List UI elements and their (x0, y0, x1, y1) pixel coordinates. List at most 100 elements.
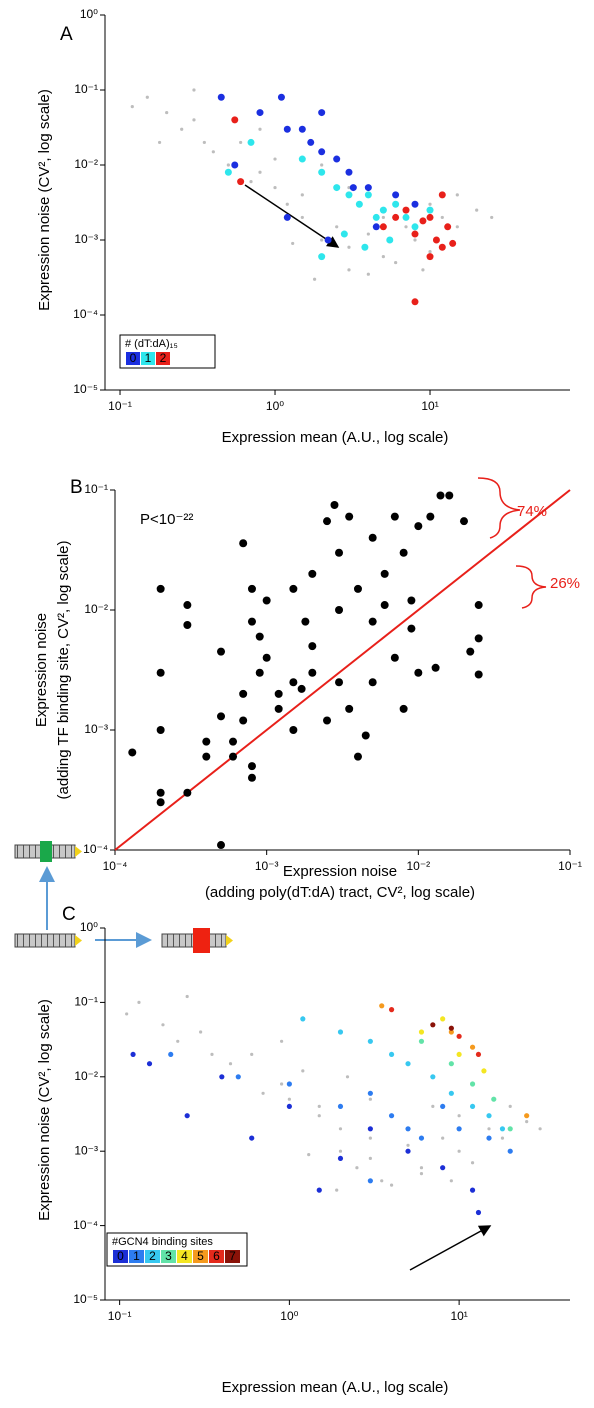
point (411, 230, 419, 238)
point (247, 762, 256, 771)
point (457, 1114, 461, 1118)
point (441, 1136, 445, 1140)
point (185, 994, 189, 999)
point (469, 1103, 476, 1110)
point (146, 1061, 153, 1067)
point (224, 168, 232, 176)
point (411, 223, 419, 231)
point (392, 213, 400, 221)
point (419, 1171, 424, 1176)
y-tick-label: 10⁻³ (84, 722, 108, 736)
point (440, 1103, 446, 1110)
point (438, 243, 446, 251)
point (345, 704, 354, 713)
point (404, 225, 408, 229)
point (258, 127, 262, 131)
arrow (244, 184, 340, 248)
y-tick-label: 10⁻¹ (74, 995, 98, 1009)
point (217, 841, 226, 850)
point (402, 206, 410, 214)
legend-label: 6 (213, 1249, 220, 1263)
point (368, 1097, 372, 1101)
point (394, 260, 398, 265)
point (323, 517, 332, 526)
point (289, 584, 298, 593)
point (379, 223, 387, 231)
point (307, 1153, 311, 1157)
point (456, 1051, 462, 1058)
point (318, 168, 326, 176)
point (456, 1126, 462, 1132)
point (426, 253, 434, 261)
legend-title: #GCN4 binding sites (112, 1236, 213, 1248)
point (258, 170, 262, 174)
point (125, 1012, 129, 1016)
legend-label: 1 (145, 351, 152, 365)
point (455, 193, 459, 197)
point (255, 632, 264, 641)
point (466, 647, 475, 656)
annotation: 74% (517, 503, 547, 520)
point (262, 596, 271, 605)
y-tick-label: 10⁻³ (74, 232, 98, 246)
x-tick-label: 10⁰ (280, 1309, 298, 1323)
y-tick-label: 10⁻⁴ (73, 307, 98, 321)
point (413, 238, 417, 242)
point (455, 225, 459, 229)
point (507, 1126, 513, 1132)
x-axis-label: Expression mean (A.U., log scale) (222, 429, 449, 446)
y-tick-label: 10⁰ (80, 920, 98, 934)
point (307, 138, 315, 146)
point (199, 1030, 203, 1034)
point (380, 1179, 384, 1183)
point (273, 185, 277, 190)
point (407, 624, 416, 633)
y-tick-label: 10⁻¹ (74, 82, 98, 96)
point (500, 1136, 505, 1140)
point (475, 208, 479, 212)
point (364, 191, 372, 199)
point (184, 1113, 190, 1119)
legend-swatch (193, 1250, 208, 1263)
point (226, 163, 230, 167)
x-axis-label: (adding poly(dT:dA) tract, CV², log scal… (205, 884, 475, 901)
point (457, 1149, 461, 1153)
legend-label: 1 (133, 1249, 140, 1263)
point (280, 1082, 284, 1086)
point (405, 1148, 411, 1154)
point (392, 200, 400, 208)
brace (515, 565, 547, 609)
point (298, 125, 306, 133)
point (368, 678, 377, 687)
point (301, 1069, 305, 1073)
point (361, 243, 369, 251)
point (389, 1183, 394, 1187)
point (262, 653, 271, 662)
point (249, 180, 253, 184)
point (192, 88, 196, 92)
point (355, 1166, 359, 1170)
legend-label: 4 (181, 1249, 188, 1263)
point (345, 191, 353, 199)
legend-swatch (141, 352, 155, 365)
point (335, 548, 344, 557)
x-tick-label: 10¹ (421, 399, 438, 413)
point (183, 601, 192, 610)
point (449, 239, 457, 247)
point (538, 1127, 542, 1131)
point (469, 1044, 476, 1050)
legend-swatch (156, 352, 170, 365)
legend-title: # (dT:dA)₁₅ (125, 338, 178, 350)
point (367, 1038, 373, 1044)
point (366, 232, 370, 236)
point (335, 678, 344, 687)
point (402, 213, 410, 221)
point (490, 215, 494, 220)
point (277, 93, 285, 101)
point (411, 200, 419, 208)
panel-label: C (62, 904, 76, 925)
point (372, 213, 380, 221)
point (255, 668, 264, 677)
point (499, 1126, 506, 1132)
